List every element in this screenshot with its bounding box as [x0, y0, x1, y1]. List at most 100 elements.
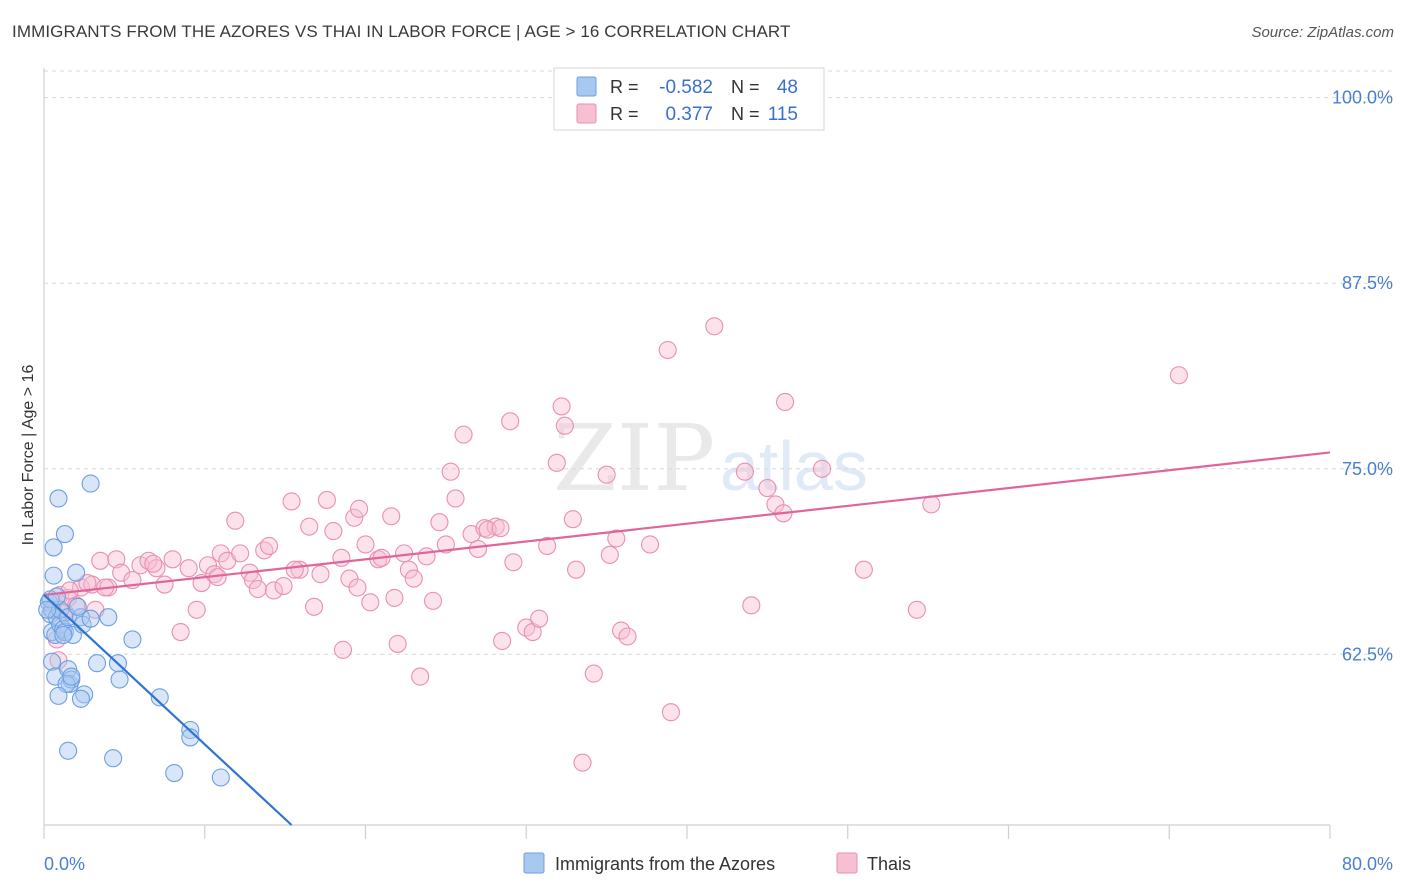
legend-swatch-blue — [576, 76, 597, 97]
thais-point — [584, 664, 603, 683]
thais-point — [144, 554, 163, 573]
azores-point — [59, 741, 78, 760]
x-tick-label-min: 0.0% — [44, 854, 85, 874]
thais-point — [854, 560, 873, 579]
thais-point — [555, 416, 574, 435]
thais-point — [600, 545, 619, 564]
azores-point — [71, 608, 91, 627]
thais-point — [475, 519, 494, 538]
legend-n-value-2: 115 — [768, 104, 798, 125]
thais-point — [282, 492, 301, 511]
source-label: Source: ZipAtlas.com — [1251, 24, 1394, 41]
azores-point — [38, 600, 57, 619]
azores-point — [99, 608, 118, 627]
thais-point — [388, 634, 407, 653]
series-thais-points — [42, 317, 1188, 772]
x-ticks — [43, 825, 1331, 839]
thais-point — [385, 588, 404, 607]
thais-point — [411, 667, 430, 686]
legend-n-label-1: N = — [731, 77, 760, 97]
thais-point — [597, 465, 616, 484]
trend-lines — [43, 451, 1331, 826]
azores-point — [110, 670, 129, 689]
thais-point — [538, 536, 557, 555]
thais-point — [317, 490, 336, 509]
thais-point — [107, 550, 126, 569]
legend-box — [553, 67, 825, 131]
thais-point — [345, 508, 364, 527]
thais-point — [300, 517, 319, 536]
thais-point — [640, 535, 660, 554]
thais-point — [441, 462, 460, 481]
y-tick-label: 75.0% — [1342, 459, 1393, 479]
thais-point — [112, 563, 131, 582]
thais-point — [404, 569, 423, 588]
bottom-legend-swatch-thais — [836, 852, 858, 874]
thais-point — [705, 317, 724, 336]
thais-point — [417, 547, 436, 566]
thais-point — [155, 575, 174, 594]
thais-point — [78, 574, 97, 593]
correlation-legend: R = -0.582 N = 48 R = 0.377 N = 115 — [553, 67, 825, 131]
azores-point — [54, 625, 73, 645]
azores-point — [68, 597, 87, 616]
thais-point — [1169, 366, 1188, 385]
thais-point — [567, 560, 586, 579]
thais-point — [356, 535, 375, 554]
thais-point — [504, 553, 523, 572]
watermark-zip: ZIP — [553, 405, 715, 512]
thais-point — [324, 522, 343, 541]
y-tick-label: 62.5% — [1342, 644, 1393, 664]
thais-point — [399, 560, 418, 579]
azores-point — [54, 620, 73, 639]
azores-point — [49, 686, 68, 705]
thais-point — [552, 397, 571, 416]
thais-point — [468, 539, 488, 558]
y-axis-label: In Labor Force | Age > 16 — [20, 365, 37, 546]
azores-point — [87, 654, 107, 673]
thais-point — [436, 535, 455, 554]
thais-point — [446, 489, 465, 508]
azores-point — [81, 474, 100, 493]
thais-point — [493, 631, 512, 650]
thais-trend-line — [43, 451, 1331, 597]
azores-point — [123, 630, 142, 649]
series-azores-points — [38, 474, 230, 787]
thais-point — [573, 753, 592, 772]
azores-point — [150, 688, 169, 707]
thais-point — [91, 551, 110, 570]
thais-point — [285, 560, 304, 579]
bottom-legend-label-thais: Thais — [867, 854, 911, 874]
y-tick-label: 87.5% — [1342, 273, 1393, 293]
bottom-legend-label-azores: Immigrants from the Azores — [555, 854, 775, 874]
thais-point — [333, 640, 353, 659]
legend-n-label-2: N = — [731, 104, 760, 124]
thais-point — [332, 548, 351, 567]
thais-point — [226, 511, 245, 530]
thais-point — [171, 622, 190, 642]
azores-point — [44, 538, 63, 557]
thais-point — [658, 340, 677, 360]
series-legend: Immigrants from the Azores Thais — [523, 852, 911, 874]
legend-swatch-pink — [576, 103, 597, 124]
azores-point — [49, 489, 68, 508]
thais-point — [454, 425, 473, 444]
azores-point — [211, 768, 230, 787]
y-tick-label: 100.0% — [1332, 88, 1393, 108]
thais-point — [607, 529, 626, 548]
thais-point — [735, 462, 754, 481]
azores-point — [55, 525, 74, 544]
thais-point — [501, 412, 520, 431]
thais-point — [350, 499, 369, 518]
thais-point — [922, 495, 941, 514]
thais-point — [311, 565, 330, 584]
thais-point — [305, 597, 324, 616]
legend-n-value-1: 48 — [777, 77, 798, 98]
thais-point — [907, 600, 926, 619]
chart-title: IMMIGRANTS FROM THE AZORES VS THAI IN LA… — [12, 22, 791, 41]
thais-point — [348, 578, 367, 597]
thais-point — [563, 510, 582, 529]
azores-point — [104, 749, 123, 768]
thais-point — [382, 507, 401, 526]
thais-point — [274, 576, 293, 596]
